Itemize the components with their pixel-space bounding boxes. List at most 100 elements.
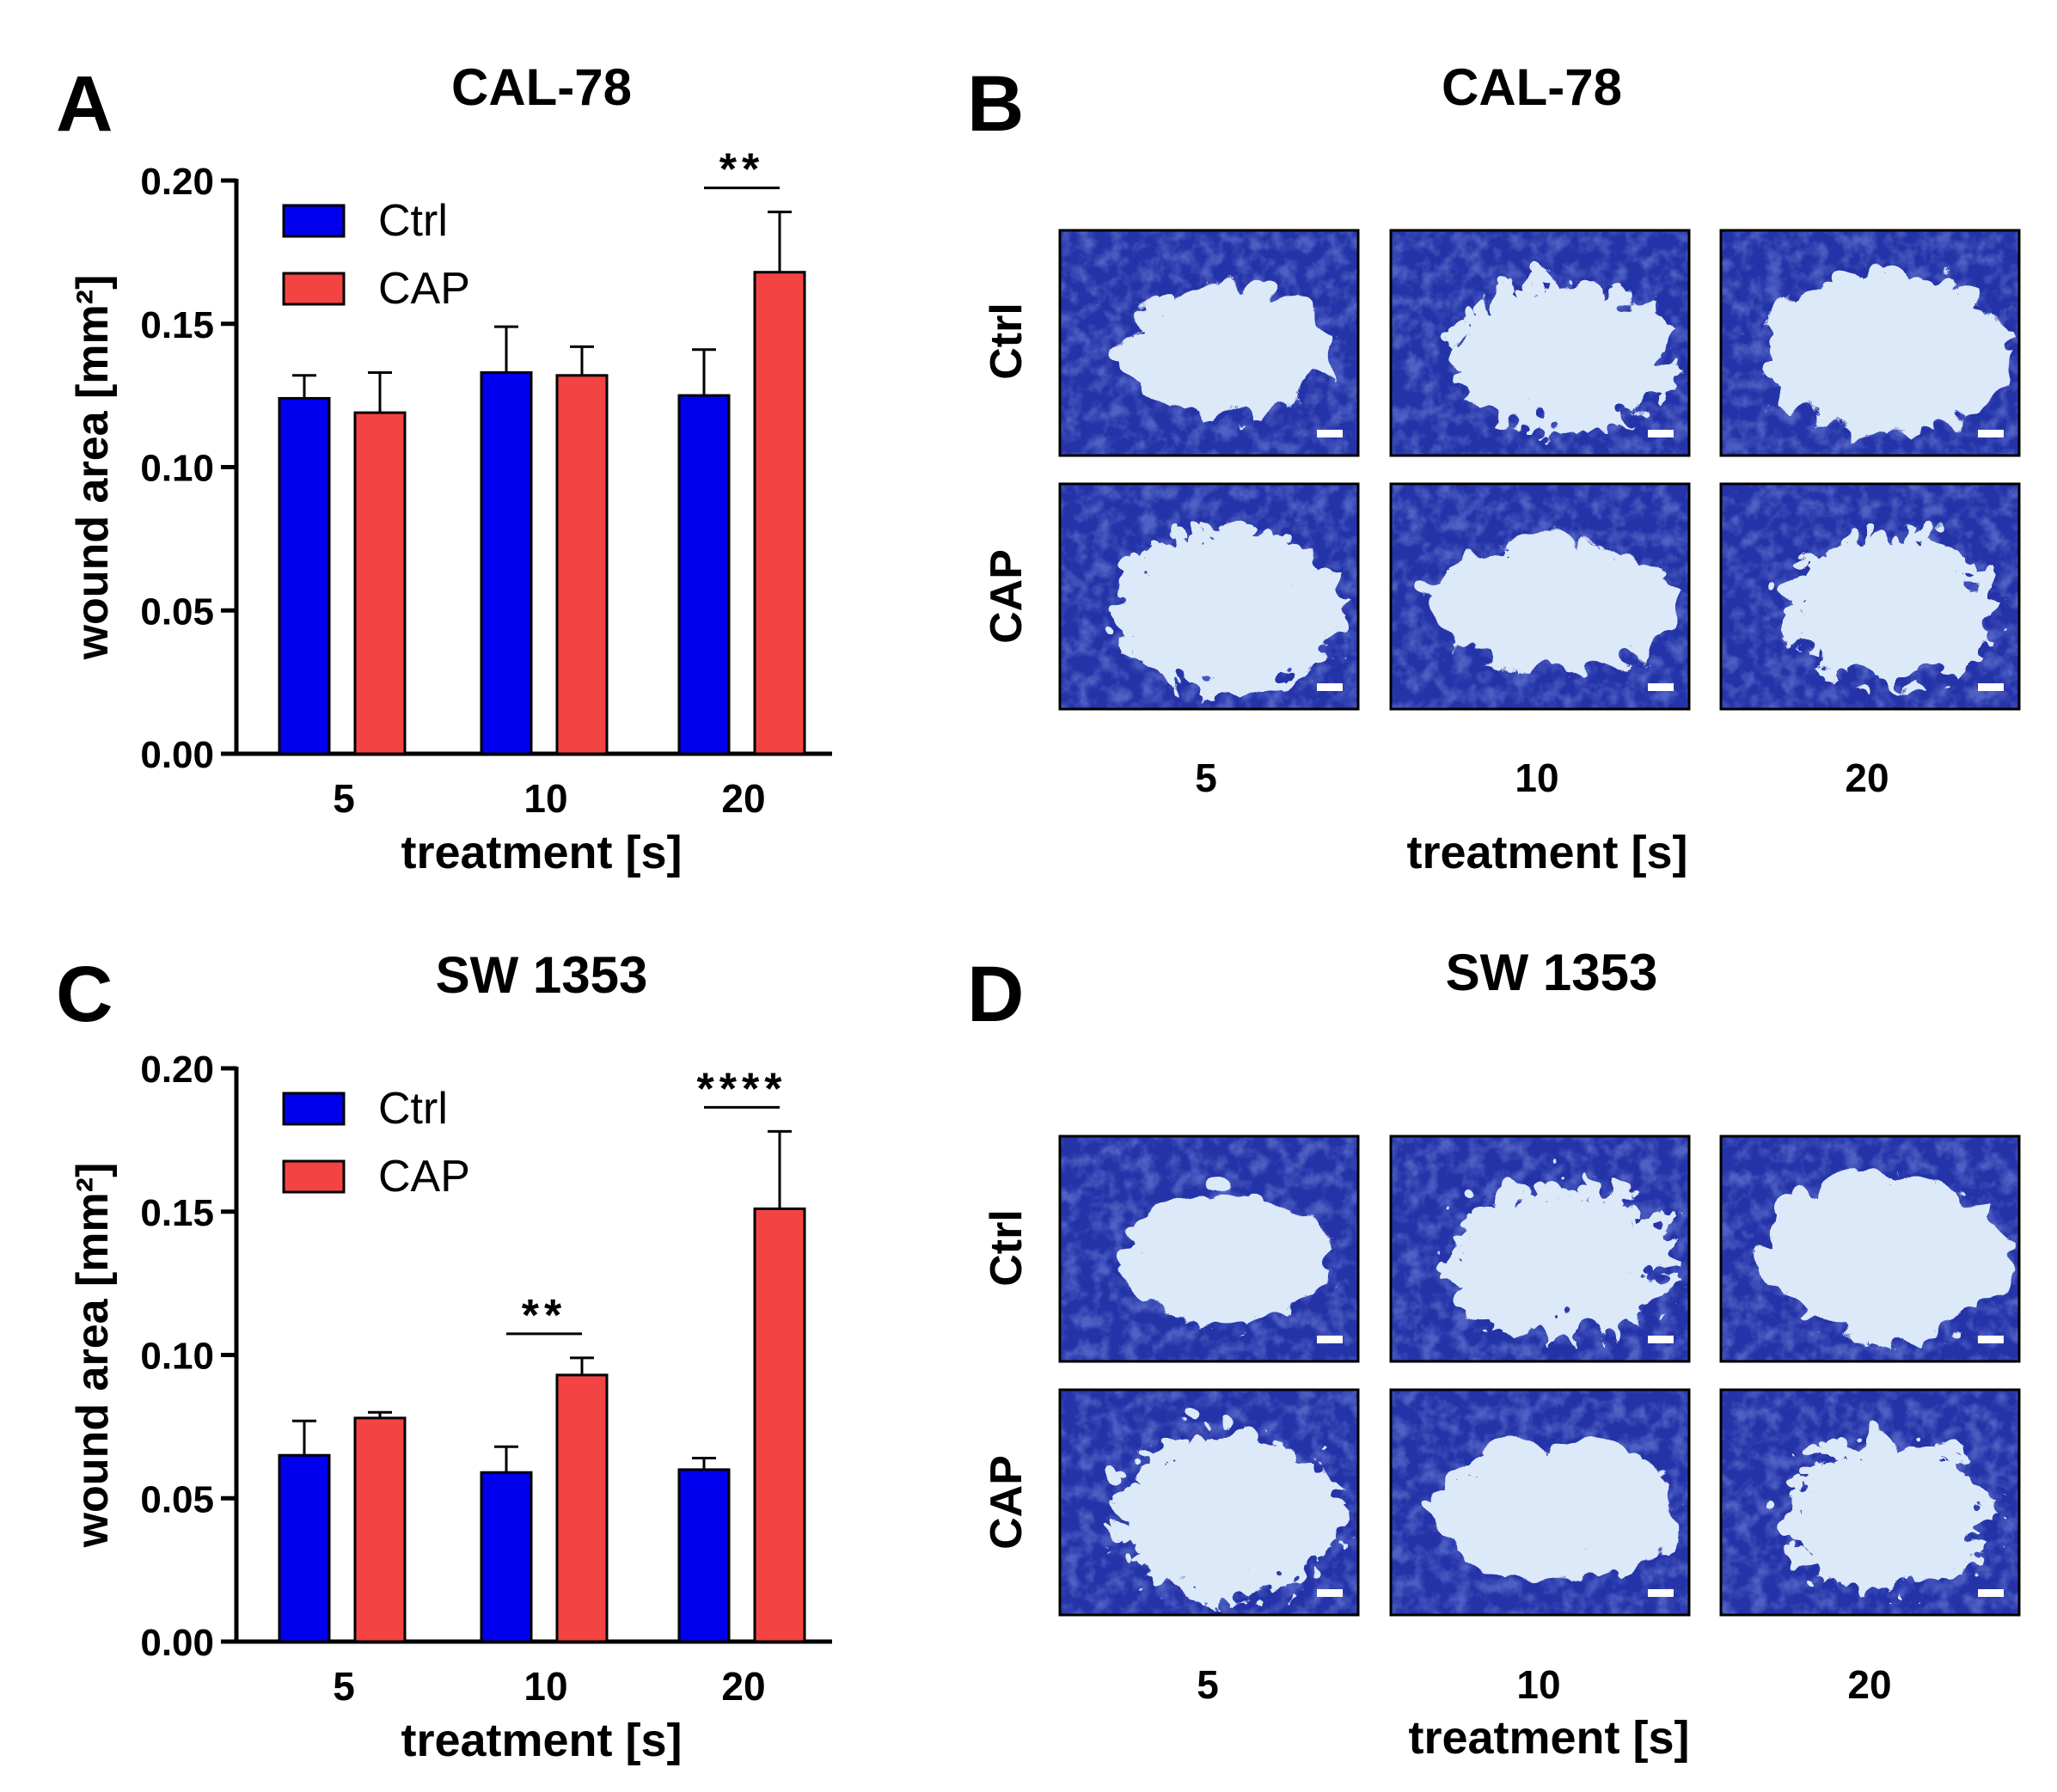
chart-c-sig-label-20: **** [697,1064,787,1114]
panel-b-col-label-10: 10 [1515,755,1558,800]
panel-b-row-label-cap: CAP [982,549,1032,644]
chart-a-bar-ctrl-5 [278,396,331,755]
chart-a-sig-label-20: ** [719,145,764,195]
panel-d-micrograph-cap-20 [1719,1388,2021,1617]
panel-d-col-label-10: 10 [1516,1662,1560,1707]
chart-c-ylabel: wound area [mm²] [68,1163,118,1549]
panel-b-title: CAL-78 [1442,58,1622,116]
panel-d-col-label-5: 5 [1197,1662,1219,1707]
chart-a-ylabel: wound area [mm²] [68,275,118,661]
scale-bar [1978,430,2004,437]
wound-gap [1430,1170,1658,1321]
chart-cal78: CAL-78 0.00 0.05 0.10 0.15 0.20 wound area [mm… [68,58,832,878]
chart-c-bar-cap-20 [753,1207,806,1643]
scale-bar [1648,1589,1674,1597]
chart-c-xtick-label: 5 [333,1664,355,1709]
chart-c-ytick-label: 0.15 [140,1192,214,1234]
chart-a-bar-cap-20 [753,271,806,755]
chart-a-legend-swatch-cap [282,272,346,306]
chart-a-xtick-label: 20 [721,776,765,821]
micrograph-border [1719,1135,2021,1363]
micrograph-border [1058,229,1360,457]
micrograph-border [1389,1388,1691,1617]
micrograph-border [1058,1388,1360,1617]
panel-letter-b: B [967,60,1024,148]
panel-d-title: SW 1353 [1446,944,1658,1001]
wound-gap [1420,1432,1668,1566]
micrograph-border [1719,1388,2021,1617]
chart-c-bar-ctrl-10 [480,1471,533,1643]
micrograph-grid-d [1058,1135,2021,1617]
chart-c-ytick-label: 0.10 [140,1336,214,1378]
chart-c-xlabel: treatment [s] [401,1715,682,1766]
scale-bar [1317,1589,1343,1597]
panel-letter-c: C [56,951,113,1038]
scale-bar [1648,430,1674,437]
scale-bar [1317,683,1343,691]
chart-a-title: CAL-78 [451,58,632,116]
panel-d-micrograph-cap-5 [1058,1388,1360,1617]
micrograph-border [1058,1135,1360,1363]
wound-gap [1750,1161,1999,1330]
wound-gap [1110,272,1317,407]
chart-a-bar-cap-5 [353,411,407,755]
panel-b-micrographs: CAL-78 Ctrl CAP 5 10 20 treatment [s] [982,58,2021,878]
wound-gap [1430,264,1658,415]
micrograph-border [1719,482,2021,711]
scale-bar [1648,1336,1674,1343]
chart-c-ytick-label: 0.00 [140,1622,214,1664]
micrograph-grid-b [1058,229,2021,711]
chart-c-legend-label-cap: CAP [378,1152,470,1202]
panel-d-micrograph-ctrl-10 [1389,1135,1691,1363]
chart-a-bar-ctrl-20 [677,394,731,755]
chart-a-ytick-label: 0.10 [140,448,214,490]
chart-c-bar-ctrl-20 [677,1468,731,1643]
chart-a-xtick-label: 5 [333,776,355,821]
micrograph-border [1719,229,2021,457]
wound-gap [1420,526,1668,660]
panel-d-micrographs: SW 1353 Ctrl CAP 5 10 20 treatment [s] [982,944,2021,1764]
wound-gap [1099,1415,1327,1583]
panel-b-col-label-5: 5 [1195,755,1217,800]
chart-a-bar-cap-10 [555,374,609,755]
chart-c-title: SW 1353 [436,946,648,1004]
chart-a-legend-swatch-ctrl [282,204,346,238]
scale-bar [1978,1589,2004,1597]
panel-d-col-label-20: 20 [1847,1662,1891,1707]
chart-a-ytick-label: 0.05 [140,590,214,633]
wound-gap [1771,1423,1978,1575]
panel-letter-a: A [56,60,113,148]
chart-c-ytick-label: 0.05 [140,1478,214,1520]
chart-c-ytick-label: 0.20 [140,1049,214,1091]
panel-b-micrograph-ctrl-10 [1389,229,1691,457]
chart-sw1353: SW 1353 0.00 0.05 0.10 0.15 0.20 wound area [m… [68,946,832,1766]
chart-a-ytick-label: 0.20 [140,161,214,203]
micrograph-border [1389,482,1691,711]
scale-bar [1648,683,1674,691]
panel-b-micrograph-ctrl-5 [1058,229,1360,457]
chart-c-bar-cap-10 [555,1373,609,1643]
panel-d-micrograph-cap-10 [1389,1388,1691,1617]
panel-d-micrograph-ctrl-20 [1719,1135,2021,1363]
chart-c-legend-swatch-cap [282,1159,346,1194]
panel-b-micrograph-cap-20 [1719,482,2021,711]
micrograph-border [1389,229,1691,457]
chart-c-bar-ctrl-5 [278,1453,331,1643]
scale-bar [1317,430,1343,437]
panel-b-micrograph-cap-5 [1058,482,1360,711]
scale-bar [1978,683,2004,691]
panel-b-xlabel: treatment [s] [1406,827,1687,878]
chart-a-xtick-label: 10 [523,776,567,821]
chart-c-legend-label-ctrl: Ctrl [378,1084,448,1134]
panel-b-micrograph-ctrl-20 [1719,229,2021,457]
chart-c-bar-cap-5 [353,1416,407,1643]
panel-b-col-label-20: 20 [1845,755,1889,800]
micrograph-border [1389,1135,1691,1363]
chart-a-legend-label-cap: CAP [378,264,470,314]
wound-gap [1110,1178,1317,1312]
wound-gap [1771,517,1978,669]
chart-a-ytick-label: 0.15 [140,304,214,346]
panel-letter-d: D [967,951,1024,1038]
wound-gap [1099,509,1327,677]
